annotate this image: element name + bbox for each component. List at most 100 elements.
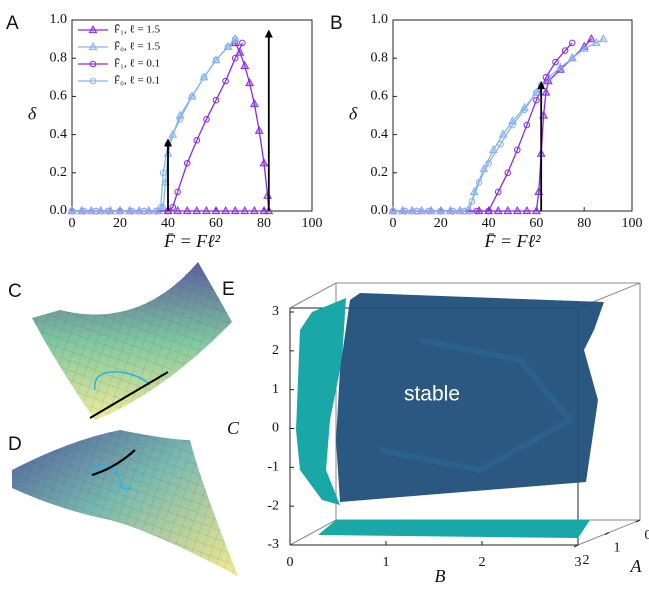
marker xyxy=(413,207,421,215)
y-tick-label: 0.6 xyxy=(50,89,68,104)
marker xyxy=(80,207,88,215)
marker xyxy=(173,205,183,215)
marker xyxy=(533,96,540,104)
marker xyxy=(169,203,177,211)
z-tick-label: -2 xyxy=(267,498,279,513)
x-tick-label: 100 xyxy=(302,216,323,231)
marker xyxy=(249,98,259,108)
marker xyxy=(591,37,601,47)
marker xyxy=(493,205,503,215)
marker xyxy=(224,43,232,51)
marker xyxy=(203,116,210,123)
marker xyxy=(531,205,541,215)
marker xyxy=(89,60,97,68)
y-tick-label: 0 xyxy=(645,528,649,543)
x-tick-label: 20 xyxy=(434,216,448,231)
marker xyxy=(497,140,504,148)
marker xyxy=(188,93,196,100)
marker xyxy=(88,41,98,51)
z-tick-label: 0 xyxy=(272,421,279,436)
marker xyxy=(174,188,181,196)
y-tick-label: 0.0 xyxy=(50,203,68,218)
y-tick-label: 0.6 xyxy=(371,89,389,104)
x-axis-label: F̄ = Fℓ² xyxy=(483,231,541,251)
marker xyxy=(239,39,246,47)
marker xyxy=(485,207,492,215)
y-tick xyxy=(604,532,610,535)
marker xyxy=(542,74,550,81)
x-tick-label: 1 xyxy=(383,555,390,570)
z-tick-label: -1 xyxy=(267,460,279,475)
x-tick-label: 80 xyxy=(257,216,271,231)
marker xyxy=(425,207,433,215)
marker xyxy=(221,205,231,215)
marker xyxy=(533,89,540,96)
x-tick-label: 20 xyxy=(113,216,127,231)
x-tick-label: 60 xyxy=(209,216,223,231)
marker xyxy=(200,74,208,81)
marker xyxy=(193,137,201,144)
y-tick-label: 0.0 xyxy=(371,203,389,218)
marker xyxy=(579,43,589,52)
marker xyxy=(176,116,184,123)
marker xyxy=(116,207,124,215)
marker xyxy=(513,146,521,154)
marker xyxy=(259,158,269,167)
marker xyxy=(504,169,512,177)
marker xyxy=(212,56,220,64)
y-tick-label: 1 xyxy=(614,541,621,556)
x-axis-label: B xyxy=(435,566,446,586)
arrow-head xyxy=(264,29,273,38)
marker xyxy=(254,125,264,134)
marker xyxy=(183,159,191,167)
marker xyxy=(485,159,492,167)
x-tick-label: 0 xyxy=(69,216,76,231)
x-tick-label: 60 xyxy=(529,216,543,231)
marker xyxy=(212,96,220,104)
arrow-head xyxy=(164,138,172,147)
marker xyxy=(541,87,551,96)
marker xyxy=(521,106,528,114)
z-axis-label: C xyxy=(227,418,240,438)
marker xyxy=(192,205,202,215)
marker xyxy=(240,60,250,69)
marker xyxy=(88,24,98,34)
annotation: stable xyxy=(404,383,460,406)
y-tick-label: 0.4 xyxy=(371,127,389,142)
series-line xyxy=(72,38,236,212)
y-axis-label: δ xyxy=(349,104,358,124)
marker xyxy=(449,207,457,215)
marker xyxy=(201,205,211,215)
marker xyxy=(249,205,259,215)
marker xyxy=(245,77,255,87)
marker xyxy=(68,207,76,215)
marker xyxy=(488,144,498,153)
x-tick-label: 0 xyxy=(390,216,397,231)
series-line xyxy=(393,42,573,212)
marker xyxy=(159,169,167,177)
marker xyxy=(498,129,508,138)
marker xyxy=(522,205,532,215)
y-tick-label: 2 xyxy=(583,553,590,568)
marker xyxy=(494,188,502,196)
legend-label: F̄₀, ℓ = 0.1 xyxy=(114,75,160,87)
marker xyxy=(523,121,531,129)
y-tick xyxy=(635,519,641,523)
series-line xyxy=(72,42,270,212)
marker xyxy=(503,205,513,215)
marker xyxy=(473,207,480,215)
marker xyxy=(263,190,273,199)
marker xyxy=(567,53,577,62)
marker xyxy=(128,207,136,215)
plot-frame xyxy=(71,19,313,212)
y-axis-label: A xyxy=(630,556,643,576)
x-tick-label: 0 xyxy=(287,555,294,570)
y-tick-label: 1.0 xyxy=(371,12,389,27)
panel-label: D xyxy=(8,434,22,455)
marker xyxy=(401,207,409,215)
marker xyxy=(152,207,160,215)
marker xyxy=(389,207,397,215)
marker xyxy=(182,205,192,215)
marker xyxy=(89,77,97,85)
